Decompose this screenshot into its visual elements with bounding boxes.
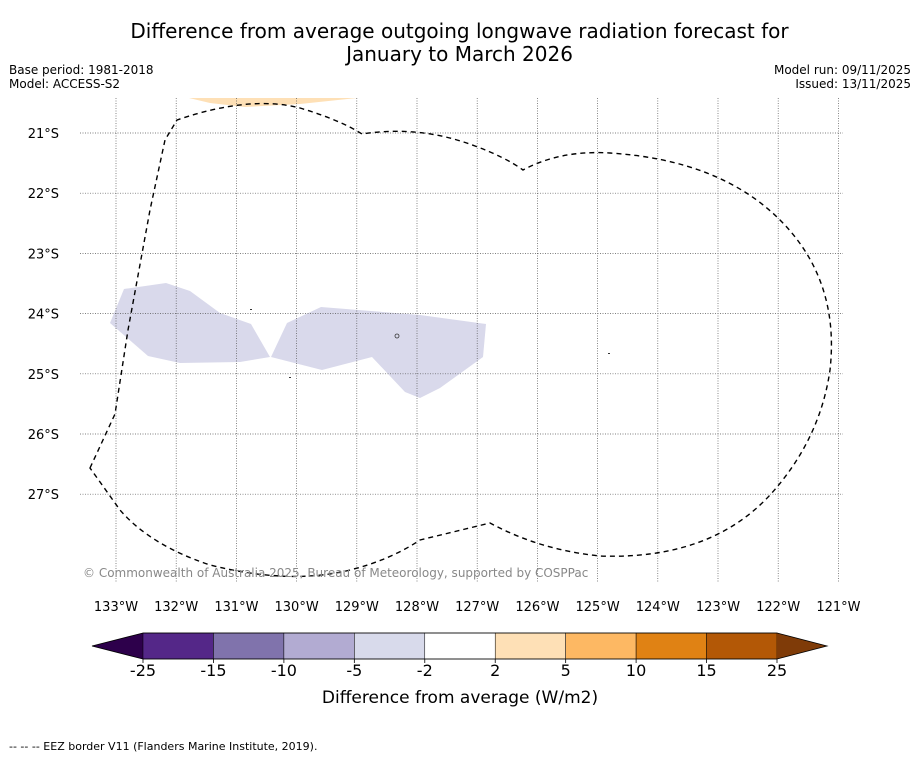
lon-label: 131°W [214,600,258,615]
model-run: Model run: 09/11/2025 [773,63,911,77]
copyright-notice: © Commonwealth of Australia 2025, Bureau… [83,566,588,580]
lon-label: 121°W [816,600,860,615]
colorbar-tick-label: -2 [417,661,433,680]
longitude-labels: 133°W 132°W 131°W 130°W 129°W 128°W 127°W 126°W… [94,600,861,615]
footer-note: -- -- -- EEZ border V11 (Flanders Marine… [9,740,318,753]
colorbar-segment [213,632,285,660]
lon-label: 123°W [696,600,740,615]
colorbar-segment [283,632,355,660]
colorbar-under-arrow [92,633,143,659]
colorbar-segment [354,632,426,660]
lat-label: 24°S [28,308,59,323]
colorbar-segments [142,632,778,660]
colorbar-segment [565,632,637,660]
lat-label: 27°S [28,488,59,503]
colorbar-label: Difference from average (W/m2) [322,688,598,708]
colorbar-segment [494,632,566,660]
lon-label: 129°W [335,600,379,615]
small-feature [289,377,291,378]
lon-label: 125°W [576,600,620,615]
colorbar-tick-label: -15 [200,661,226,680]
meta-right: Model run: 09/11/2025 Issued: 13/11/2025 [774,63,911,91]
lat-label: 23°S [28,247,59,262]
colorbar-segment [142,632,214,660]
western-negative-anomaly [110,283,270,363]
lat-label: 22°S [28,187,59,202]
issued-date: Issued: 13/11/2025 [795,77,911,91]
colorbar-over-arrow [777,633,827,659]
colorbar-ticks: -25 -15 -10 -5 -2 2 5 10 15 25 [130,659,787,680]
eez-border [89,102,833,578]
colorbar-tick-label: 25 [767,661,787,680]
base-period: Base period: 1981-2018 [9,63,154,77]
lat-label: 21°S [28,127,59,142]
small-feature [608,353,610,354]
colorbar-tick-label: 10 [626,661,646,680]
lon-label: 130°W [275,600,319,615]
colorbar-tick-label: -25 [130,661,156,680]
colorbar-segment [635,632,707,660]
title-line-1: Difference from average outgoing longwav… [130,19,789,43]
map-panel: © Commonwealth of Australia 2025, Bureau… [80,98,843,582]
lat-label: 26°S [28,428,59,443]
small-island [394,333,400,339]
central-negative-anomaly [271,307,486,398]
colorbar-tick-label: 15 [696,661,716,680]
northern-positive-anomaly [189,98,357,107]
lon-label: 127°W [455,600,499,615]
model-name: Model: ACCESS-S2 [9,77,121,91]
lon-label: 128°W [395,600,439,615]
latitude-labels: 21°S 22°S 23°S 24°S 25°S 26°S 27°S [28,127,59,503]
meta-left: Base period: 1981-2018 Model: ACCESS-S2 [9,63,154,91]
lat-label: 25°S [28,368,59,383]
colorbar-segment [424,632,496,660]
graticule [80,98,843,582]
colorbar-tick-label: -10 [271,661,297,680]
colorbar-tick-label: 2 [490,661,500,680]
colorbar-tick-label: 5 [561,661,571,680]
colorbar-segment [706,632,778,660]
lon-label: 126°W [515,600,559,615]
small-feature [250,309,252,310]
lon-label: 133°W [94,600,138,615]
colorbar: -25 -15 -10 -5 -2 2 5 10 15 25 Difference from av… [91,632,829,708]
lon-label: 124°W [636,600,680,615]
lon-label: 122°W [756,600,800,615]
colorbar-tick-label: -5 [346,661,362,680]
lon-label: 132°W [154,600,198,615]
title-line-2: January to March 2026 [346,42,573,66]
